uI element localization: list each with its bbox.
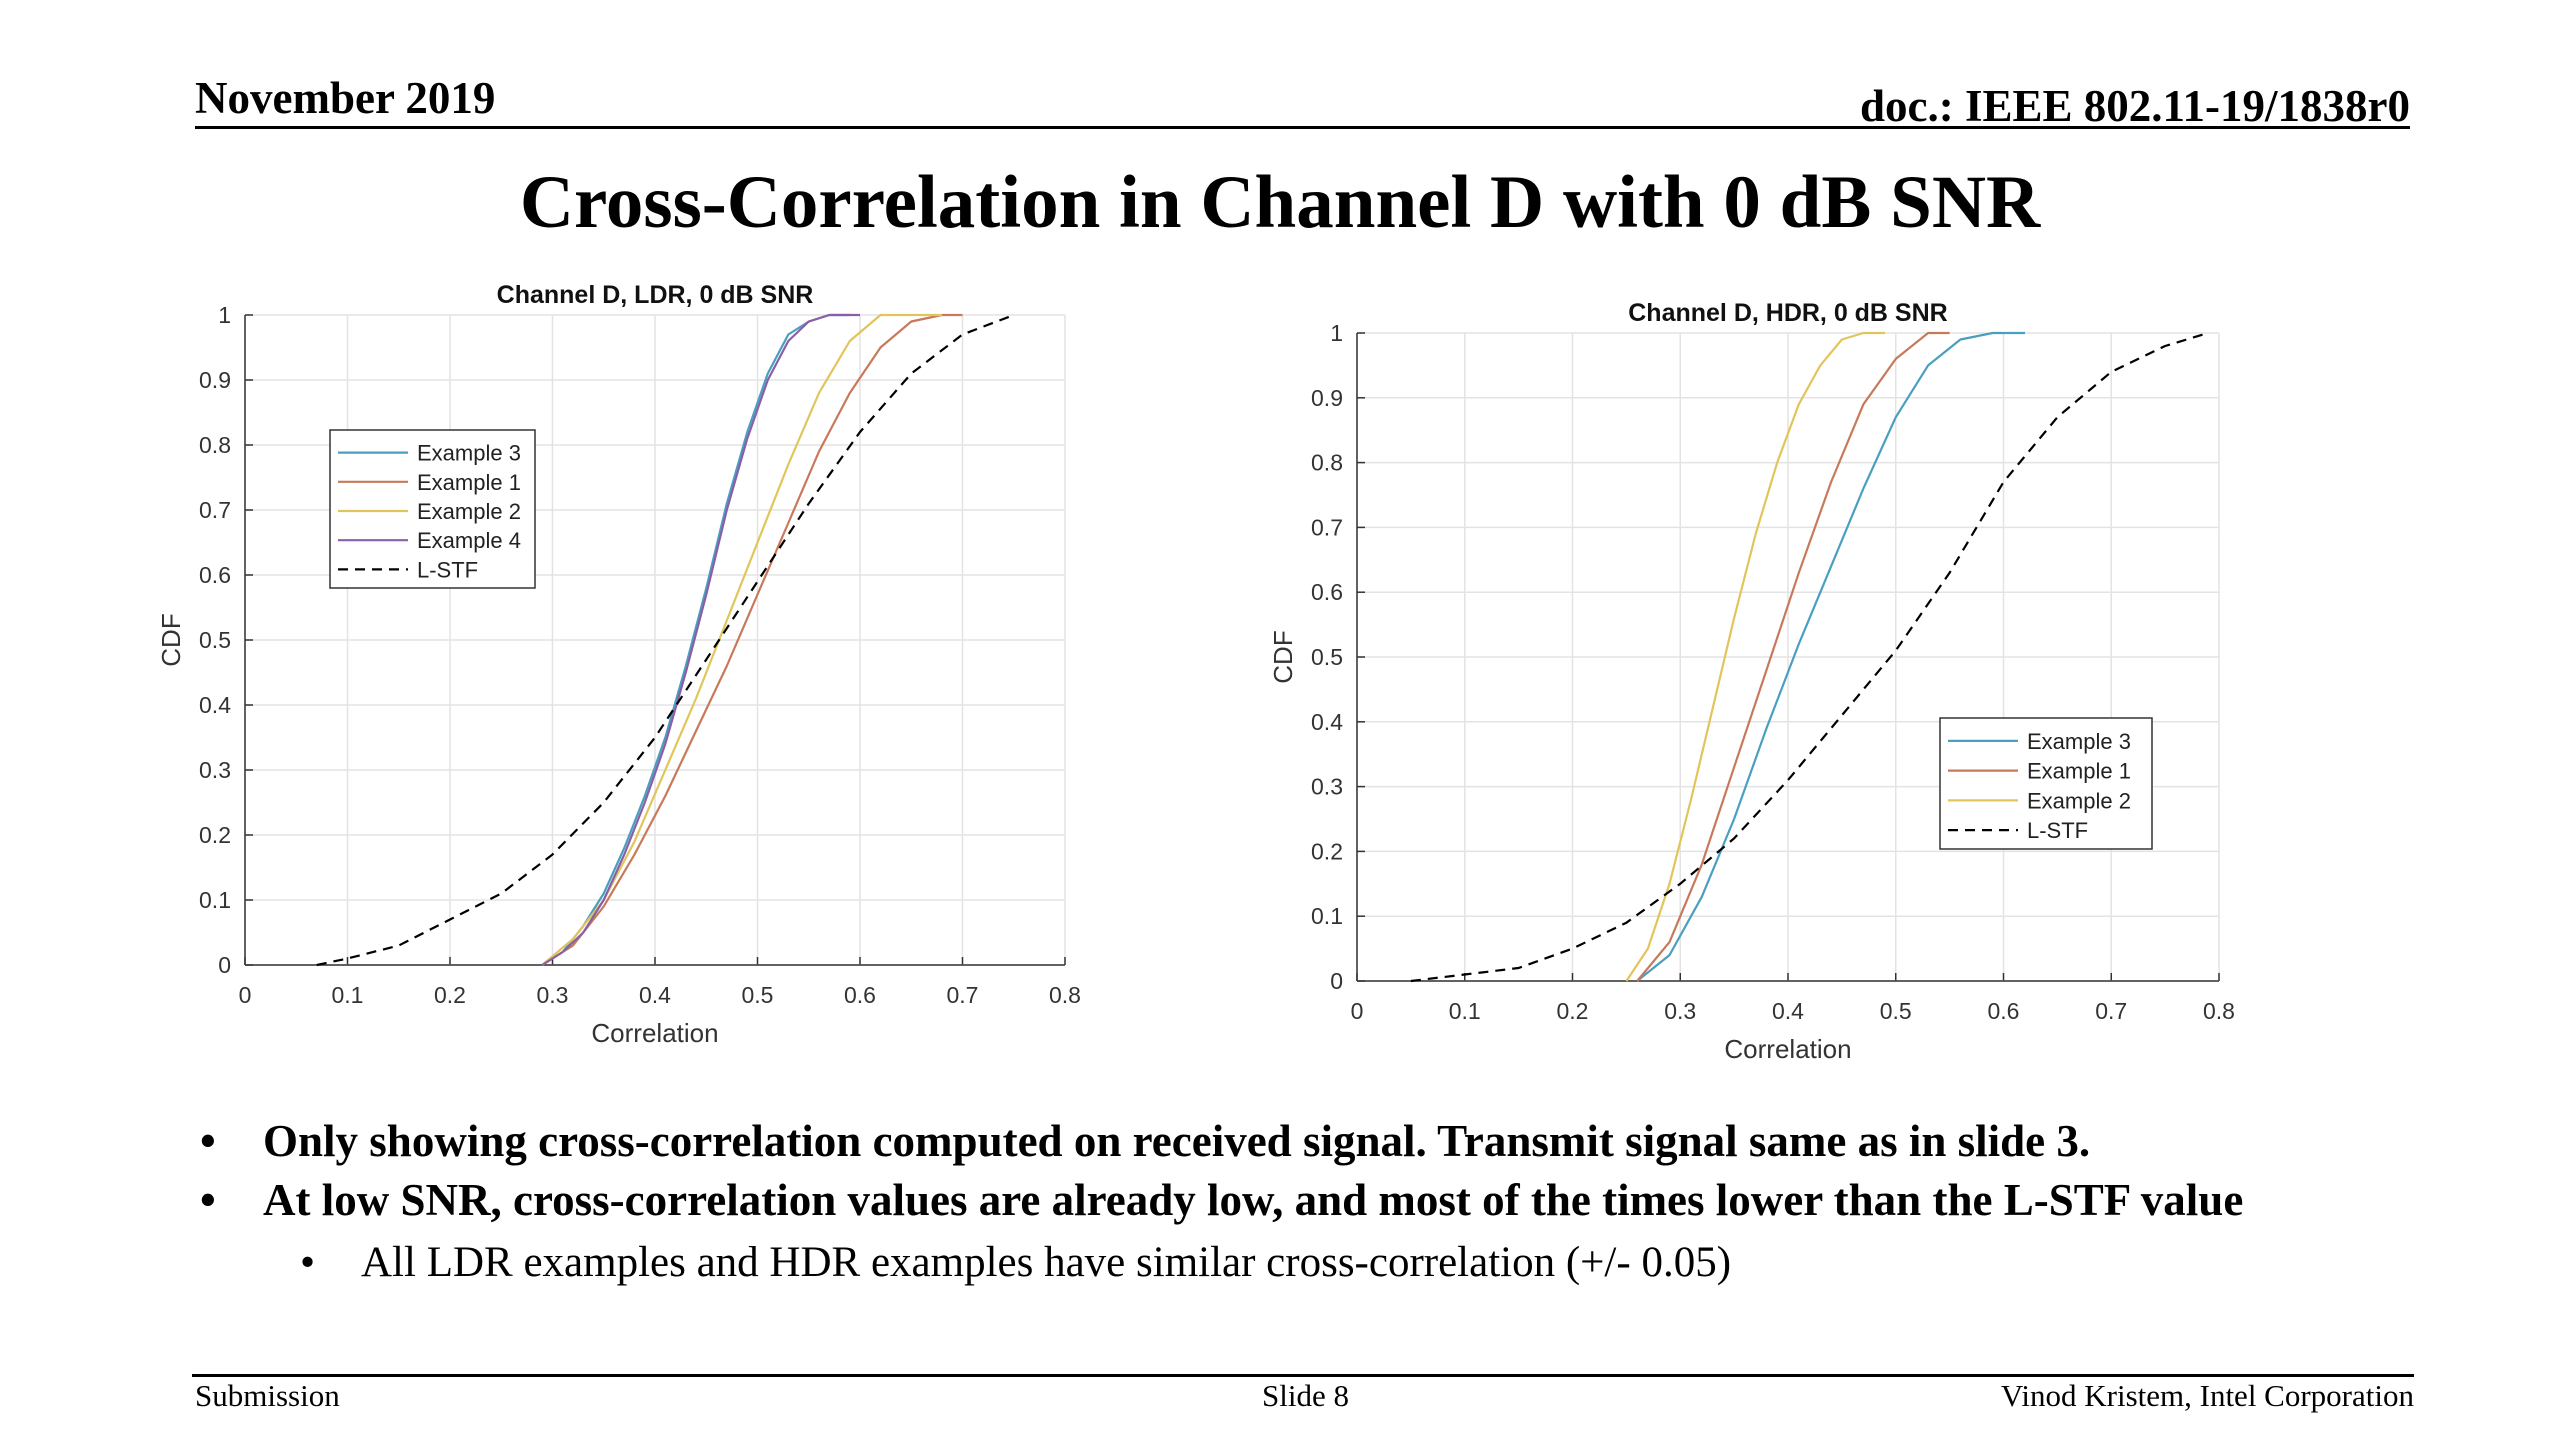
footer-right: Vinod Kristem, Intel Corporation [2000, 1378, 2414, 1413]
series-line [541, 313, 963, 966]
x-axis-label: Correlation [1724, 1034, 1851, 1060]
slide-title: Cross-Correlation in Channel D with 0 dB… [519, 161, 2041, 244]
y-tick-label: 0.6 [199, 562, 231, 588]
x-tick-label: 0.5 [742, 982, 774, 1008]
y-tick-label: 0.1 [1311, 903, 1343, 929]
y-tick-label: 0 [218, 952, 231, 978]
x-tick-label: 0.3 [537, 982, 569, 1008]
header-rule [195, 126, 2410, 129]
y-tick-label: 0.1 [199, 887, 231, 913]
y-tick-label: 0.2 [1311, 838, 1343, 864]
legend-label: Example 3 [417, 441, 521, 466]
chart-hdr: 0 0.1 0.2 0.3 0.4 0.5 0.6 0.7 0.8 0 0.1 0.2 0.3 0.4 0.… [1240, 270, 2240, 1065]
sub-bullet-item: All LDR examples and HDR examples have s… [195, 1232, 2415, 1294]
x-tick-label: 0.3 [1664, 998, 1696, 1024]
x-tick-label: 0.7 [947, 982, 979, 1008]
y-tick-label: 0.7 [199, 497, 231, 523]
x-tick-label: 0.8 [1049, 982, 1081, 1008]
y-tick-label: 0 [1330, 968, 1343, 994]
y-tick-label: 0.4 [199, 692, 231, 718]
bullet-list: Only showing cross-correlation computed … [195, 1112, 2415, 1294]
x-tick-label: 0 [239, 982, 252, 1008]
chart-ldr: 0 0.1 0.2 0.3 0.4 0.5 0.6 0.7 0.8 0 0.1 0.2 0.3 0.4 0.… [140, 270, 1090, 1065]
series-line [541, 313, 850, 966]
series-line [541, 313, 860, 966]
bullet-item: Only showing cross-correlation computed … [195, 1112, 2415, 1171]
series-line [1636, 331, 2025, 982]
y-tick-label: 1 [1330, 320, 1343, 346]
x-tick-label: 0.8 [2203, 998, 2235, 1024]
x-tick-label: 0.6 [1988, 998, 2020, 1024]
x-tick-label: 0.2 [1557, 998, 1589, 1024]
y-tick-label: 0.9 [1311, 385, 1343, 411]
legend-label: L-STF [2027, 818, 2088, 843]
legend-label: Example 2 [2027, 788, 2131, 813]
y-axis-label: CDF [156, 613, 186, 666]
y-tick-label: 0.3 [199, 757, 231, 783]
x-tick-label: 0.6 [844, 982, 876, 1008]
series-line [1636, 331, 1950, 982]
y-tick-label: 0.4 [1311, 709, 1343, 735]
y-tick-label: 0.3 [1311, 774, 1343, 800]
y-axis-label: CDF [1268, 630, 1298, 683]
x-tick-label: 0.2 [434, 982, 466, 1008]
series-line [1410, 331, 2209, 983]
y-tick-label: 0.8 [199, 432, 231, 458]
x-tick-label: 0.7 [2095, 998, 2127, 1024]
series-line [316, 313, 1015, 967]
series-line [1625, 331, 1885, 982]
legend-label: Example 3 [2027, 729, 2131, 754]
legend-label: Example 1 [417, 470, 521, 495]
legend-label: L-STF [417, 557, 478, 582]
y-tick-label: 0.5 [199, 627, 231, 653]
legend-label: Example 4 [417, 528, 521, 553]
footer-center: Slide 8 [1262, 1378, 1349, 1413]
x-tick-label: 0 [1351, 998, 1364, 1024]
y-tick-label: 1 [218, 302, 231, 328]
y-tick-label: 0.6 [1311, 579, 1343, 605]
footer-left: Submission [195, 1378, 340, 1413]
legend-box [329, 429, 536, 589]
y-tick-label: 0.7 [1311, 514, 1343, 540]
header-doc-id: doc.: IEEE 802.11-19/1838r0 [1859, 81, 2410, 131]
legend-label: Example 2 [417, 499, 521, 524]
x-tick-label: 0.4 [1772, 998, 1804, 1024]
footer-rule [192, 1374, 2414, 1377]
legend-label: Example 1 [2027, 759, 2131, 784]
y-tick-label: 0.2 [199, 822, 231, 848]
y-tick-label: 0.9 [199, 367, 231, 393]
x-tick-label: 0.4 [639, 982, 671, 1008]
x-tick-label: 0.1 [1449, 998, 1481, 1024]
bullet-item: At low SNR, cross-correlation values are… [195, 1171, 2415, 1230]
x-axis-label: Correlation [591, 1018, 718, 1048]
chart-title: Channel D, LDR, 0 dB SNR [497, 281, 814, 309]
x-tick-label: 0.1 [332, 982, 364, 1008]
chart-ldr-svg: 0 0.1 0.2 0.3 0.4 0.5 0.6 0.7 0.8 0 0.1 0.2 0.3 0.4 0.… [156, 281, 1081, 1048]
x-tick-label: 0.5 [1880, 998, 1912, 1024]
header-date: November 2019 [195, 73, 496, 123]
chart-hdr-svg: 0 0.1 0.2 0.3 0.4 0.5 0.6 0.7 0.8 0 0.1 0.2 0.3 0.4 0.… [1268, 299, 2235, 1064]
y-tick-label: 0.8 [1311, 450, 1343, 476]
y-tick-label: 0.5 [1311, 644, 1343, 670]
chart-title: Channel D, HDR, 0 dB SNR [1628, 299, 1947, 327]
